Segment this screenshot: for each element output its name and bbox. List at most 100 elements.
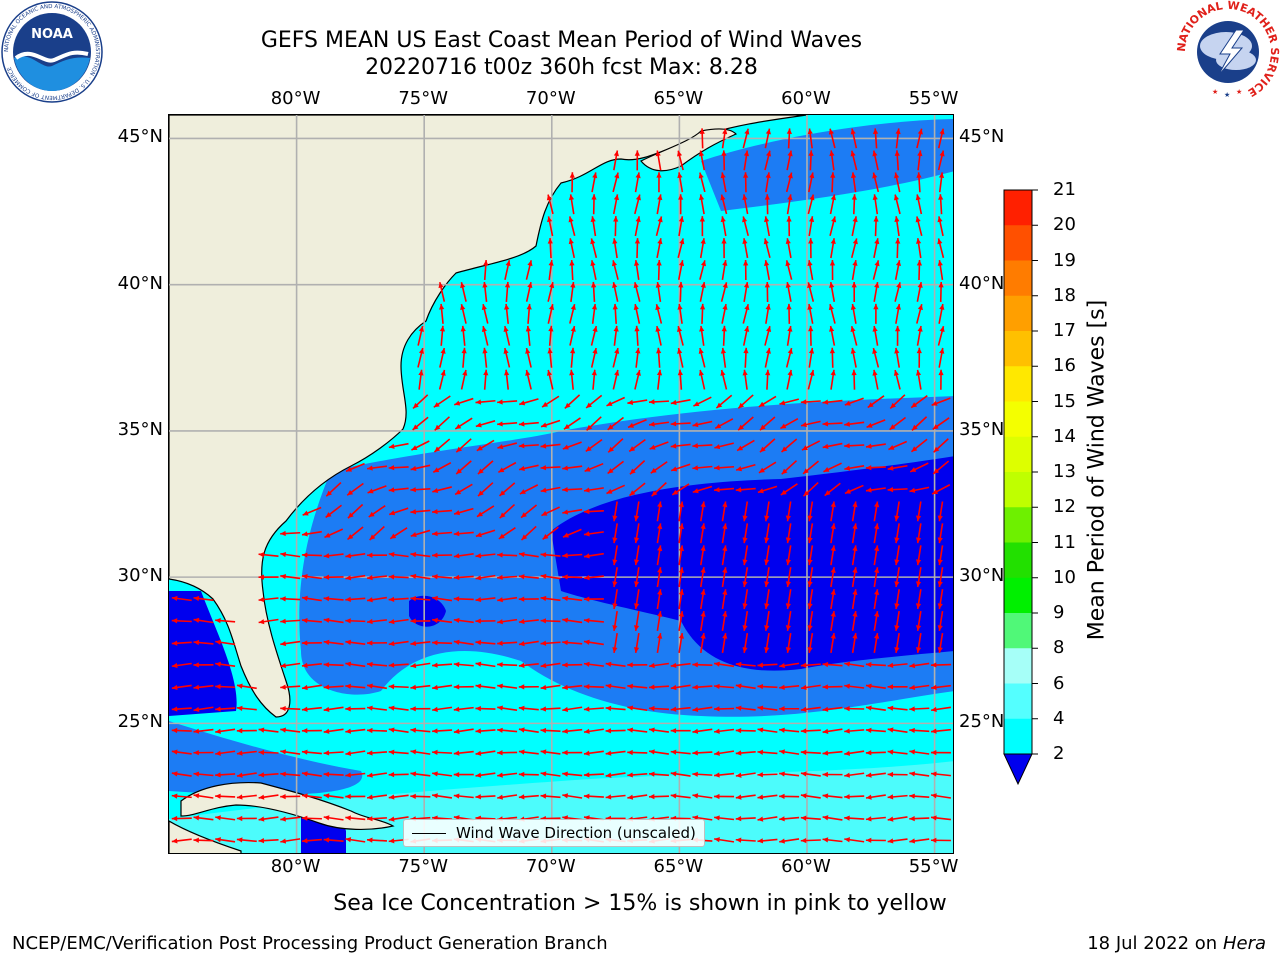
direction-arrow xyxy=(612,282,619,302)
direction-arrow xyxy=(735,487,756,493)
direction-arrow xyxy=(301,595,322,602)
direction-arrow xyxy=(677,150,684,171)
direction-arrow xyxy=(721,260,728,281)
direction-arrow xyxy=(475,399,496,405)
direction-arrow xyxy=(583,793,604,799)
direction-arrow xyxy=(714,772,735,778)
direction-arrow xyxy=(612,523,618,544)
direction-arrow xyxy=(677,172,684,193)
direction-arrow xyxy=(692,706,713,712)
colorbar-tick-label: 10 xyxy=(1053,566,1076,588)
direction-arrow xyxy=(345,815,366,821)
direction-arrow xyxy=(497,442,518,450)
direction-arrow xyxy=(215,684,236,690)
direction-arrow xyxy=(497,705,518,712)
direction-arrow xyxy=(345,728,366,734)
direction-arrow xyxy=(346,482,364,496)
direction-arrow xyxy=(735,705,756,711)
direction-arrow xyxy=(280,530,301,537)
direction-arrow xyxy=(628,482,646,497)
direction-arrow xyxy=(633,589,640,610)
direction-arrow xyxy=(692,793,713,799)
direction-arrow xyxy=(583,661,604,667)
direction-arrow xyxy=(873,611,880,632)
direction-arrow xyxy=(518,640,539,647)
direction-arrow xyxy=(742,238,749,259)
direction-arrow xyxy=(678,567,684,588)
direction-arrow xyxy=(822,771,843,778)
direction-arrow xyxy=(301,552,322,558)
direction-arrow xyxy=(193,639,214,646)
direction-arrow xyxy=(562,552,583,559)
direction-arrow xyxy=(583,772,604,778)
direction-arrow xyxy=(764,128,771,149)
direction-arrow xyxy=(612,303,618,324)
lon-tick-bottom: 80°W xyxy=(270,856,321,877)
direction-arrow xyxy=(757,838,778,844)
direction-arrow xyxy=(887,727,908,733)
land-yucatan xyxy=(169,820,242,853)
lat-tick-right: 40°N xyxy=(959,272,1005,294)
direction-arrow xyxy=(525,347,532,368)
direction-arrow xyxy=(844,397,864,406)
direction-arrow xyxy=(764,501,770,522)
direction-arrow xyxy=(764,150,772,171)
direction-arrow xyxy=(432,793,453,799)
direction-arrow xyxy=(648,705,670,712)
direction-arrow xyxy=(786,150,793,171)
direction-arrow xyxy=(497,552,518,558)
lat-tick-left: 45°N xyxy=(117,126,163,148)
direction-arrow xyxy=(525,282,533,302)
direction-arrow xyxy=(590,325,598,346)
direction-arrow xyxy=(850,347,857,368)
direction-arrow xyxy=(737,394,754,409)
direction-arrow xyxy=(887,771,908,778)
direction-arrow xyxy=(453,771,474,778)
direction-arrow xyxy=(345,639,366,645)
direction-arrow xyxy=(633,501,640,522)
direction-arrow xyxy=(439,303,445,324)
direction-arrow xyxy=(497,618,518,625)
direction-arrow xyxy=(526,303,532,324)
direction-arrow xyxy=(742,589,749,610)
direction-arrow xyxy=(460,325,466,346)
direction-arrow xyxy=(301,684,322,691)
direction-arrow xyxy=(366,575,388,581)
direction-arrow xyxy=(670,399,691,406)
direction-arrow xyxy=(937,128,945,149)
direction-arrow xyxy=(700,589,706,610)
direction-arrow xyxy=(765,369,771,390)
direction-arrow xyxy=(909,706,930,712)
direction-arrow xyxy=(714,815,735,821)
direction-arrow xyxy=(497,399,518,405)
direction-arrow xyxy=(735,463,756,472)
direction-arrow xyxy=(613,150,619,171)
direction-arrow xyxy=(851,632,858,653)
direction-arrow xyxy=(584,462,604,472)
direction-arrow xyxy=(909,662,930,669)
direction-arrow xyxy=(345,772,366,778)
direction-arrow xyxy=(504,260,511,280)
direction-arrow xyxy=(345,553,366,559)
direction-arrow xyxy=(692,684,713,690)
direction-arrow xyxy=(830,545,836,566)
colorbar-bin xyxy=(1004,613,1032,649)
direction-arrow xyxy=(432,662,453,668)
direction-arrow xyxy=(822,399,843,405)
direction-arrow xyxy=(850,172,857,193)
direction-arrow xyxy=(830,238,836,259)
direction-arrow xyxy=(345,661,366,668)
direction-arrow xyxy=(518,727,539,733)
direction-arrow xyxy=(323,684,344,690)
direction-arrow xyxy=(735,750,756,756)
direction-arrow xyxy=(301,640,322,646)
colorbar-bin xyxy=(1004,401,1032,438)
direction-arrow xyxy=(215,618,236,624)
colorbar-bin xyxy=(1004,507,1032,543)
direction-arrow xyxy=(518,421,539,427)
direction-arrow xyxy=(388,705,409,711)
direction-arrow xyxy=(366,596,387,603)
direction-arrow xyxy=(828,128,836,149)
direction-arrow xyxy=(822,684,843,690)
direction-arrow xyxy=(779,793,800,800)
